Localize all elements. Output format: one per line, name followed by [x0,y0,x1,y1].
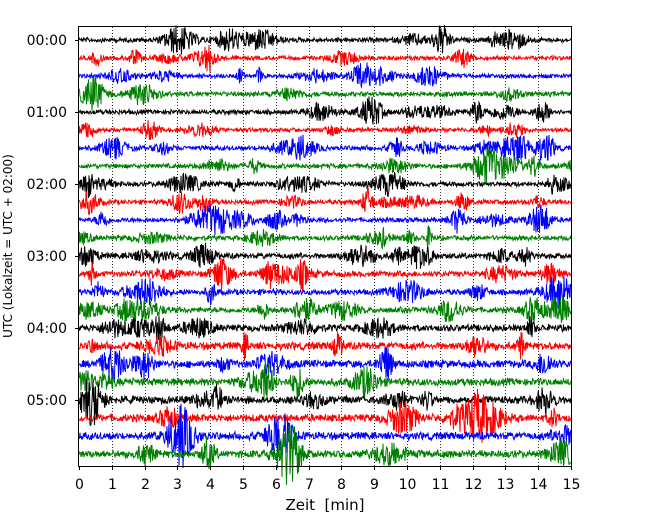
x-tick-label: 11 [432,477,450,493]
y-tick-label: 02:00 [27,177,67,193]
x-tick-label: 12 [465,477,483,493]
x-tick-label: 14 [530,477,548,493]
seismogram-trace [78,257,572,293]
x-tick-label: 5 [239,477,248,493]
x-tick-label: 0 [75,477,84,493]
x-tick-label: 1 [108,477,117,493]
x-tick-label: 13 [497,477,515,493]
y-tick-label: 05:00 [27,393,67,409]
seismogram-trace [78,171,572,199]
seismogram-trace [78,276,572,309]
seismogram-trace [78,331,572,361]
y-tick-label: 01:00 [27,105,67,121]
seismogram-trace [78,315,572,340]
seismogram-trace [78,388,572,443]
x-tick-label: 15 [563,477,581,493]
seismogram-trace [78,362,572,402]
seismogram-trace [78,134,572,162]
seismogram-trace [78,296,572,324]
seismogram-trace [78,62,572,88]
seismogram-trace [78,25,572,55]
seismogram-trace [78,242,572,269]
trace-layer [78,25,572,485]
y-tick-label: 00:00 [27,33,67,49]
x-tick-label: 6 [272,477,281,493]
seismogram-trace [78,403,572,469]
x-tick-label: 9 [370,477,379,493]
x-tick-label: 4 [206,477,215,493]
x-tick-label: 10 [399,477,417,493]
y-axis: 00:00 01:00 02:00 03:00 04:00 05:00 [27,33,79,409]
x-tick-label: 2 [141,477,150,493]
x-tick-label: 8 [337,477,346,493]
seismogram-trace [78,346,572,384]
seismogram-trace [78,424,572,485]
seismogram-trace [78,74,572,111]
seismogram-trace [78,44,572,73]
seismogram-trace [78,96,572,125]
x-axis: 0 1 2 3 4 5 6 7 8 9 10 11 12 13 14 15 [75,466,580,493]
seismogram-trace [78,204,572,235]
x-tick-label: 7 [305,477,314,493]
y-axis-label: UTC (Lokalzeit = UTC + 02:00) [1,154,15,338]
seismogram-trace [78,378,572,426]
seismogram-trace [78,187,572,216]
seismogram-trace [78,224,572,250]
x-axis-label: Zeit [min] [285,496,364,514]
grid-layer [112,27,539,466]
seismogram-trace [78,146,572,185]
y-tick-label: 04:00 [27,321,67,337]
x-tick-label: 3 [173,477,182,493]
seismogram-trace [78,120,572,141]
plot-frame [78,26,572,467]
y-tick-label: 03:00 [27,249,67,265]
